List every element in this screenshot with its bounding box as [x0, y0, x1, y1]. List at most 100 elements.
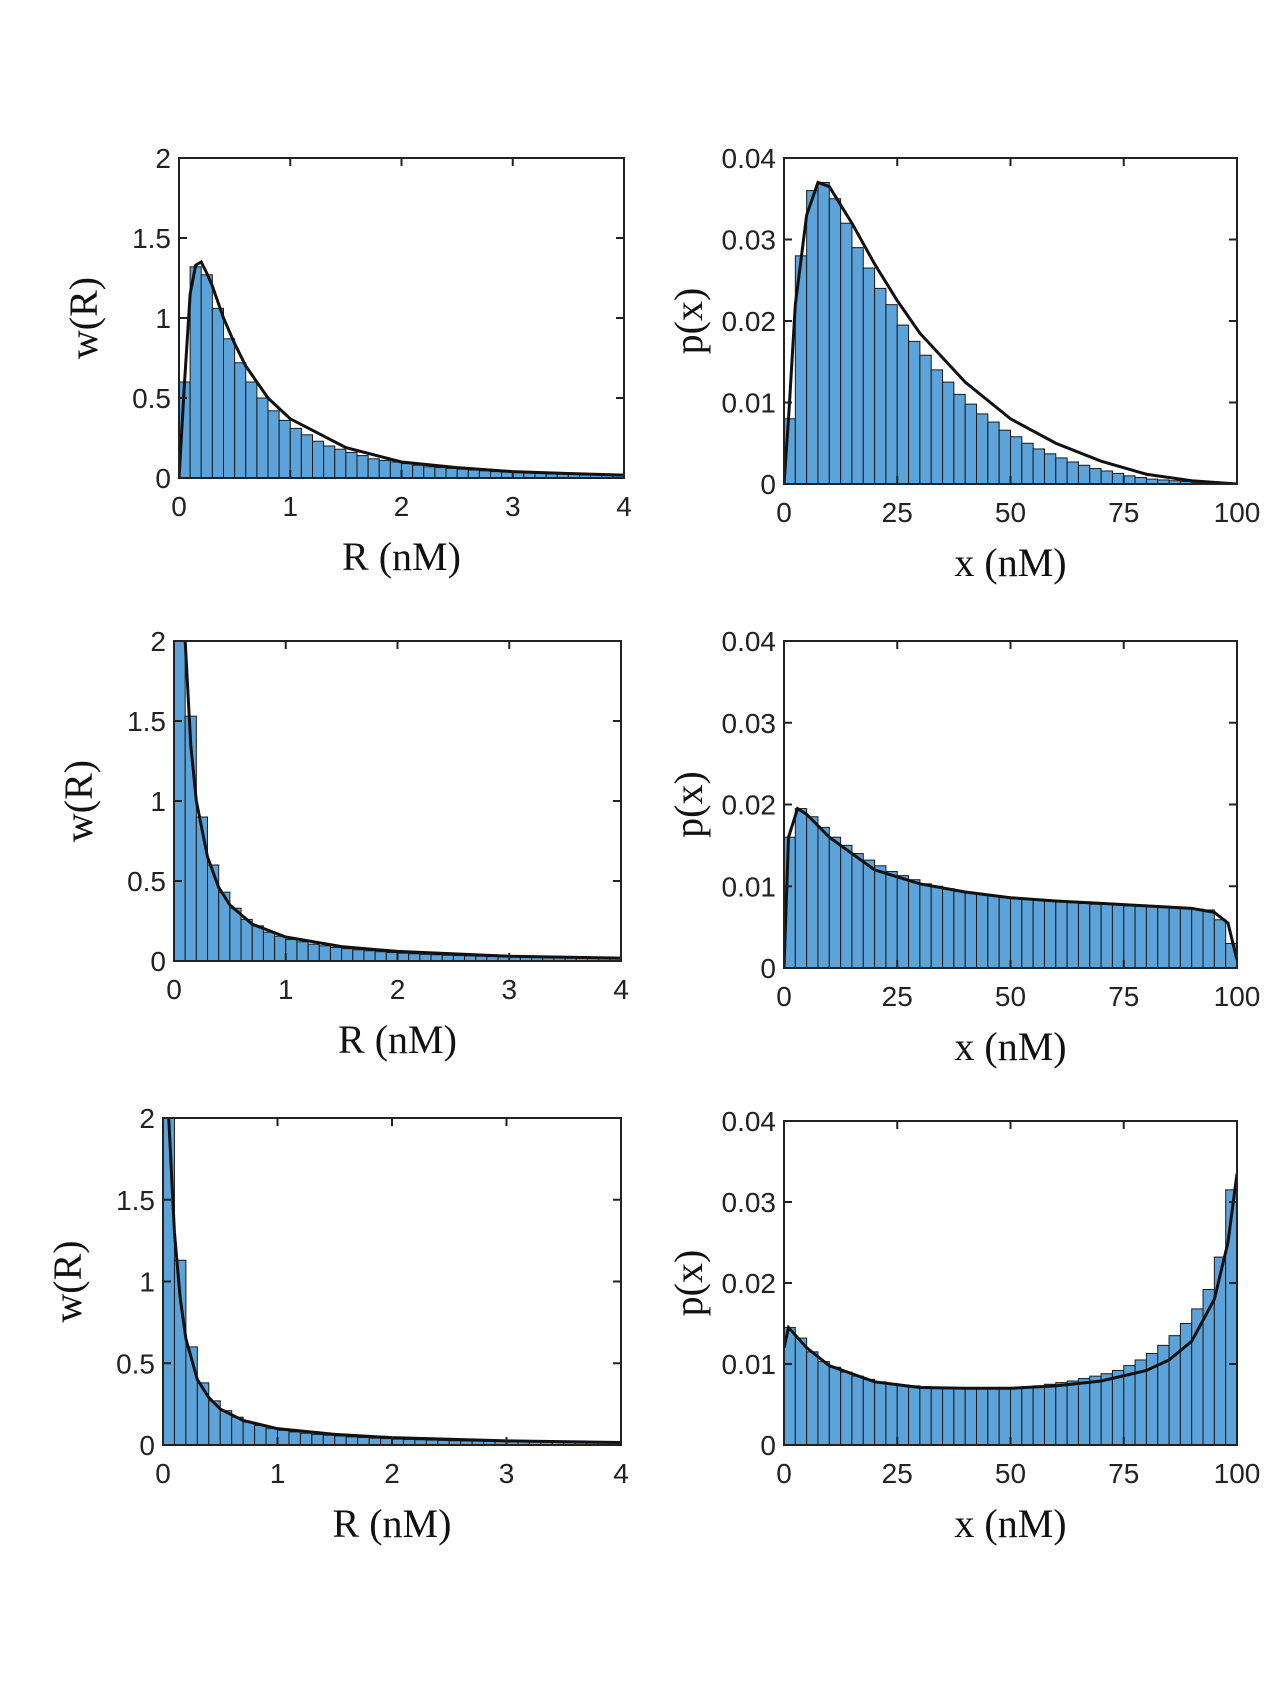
- bar: [318, 945, 331, 961]
- y-tick-label: 0.02: [722, 790, 777, 821]
- x-tick-label: 25: [882, 981, 913, 1012]
- x-tick-label: 75: [1108, 497, 1139, 528]
- bar: [942, 381, 955, 484]
- bar: [1168, 907, 1181, 968]
- x-tick-label: 50: [995, 981, 1026, 1012]
- bar: [998, 429, 1011, 484]
- x-tick-label: 3: [499, 1458, 515, 1489]
- y-tick-label: 0.04: [722, 1106, 777, 1137]
- bar: [1010, 1386, 1023, 1445]
- bar: [976, 1387, 989, 1445]
- x-tick-label: 0: [776, 497, 792, 528]
- bar: [345, 451, 358, 478]
- fit-curve: [784, 180, 1237, 484]
- bar: [1202, 909, 1215, 968]
- bar: [251, 925, 264, 961]
- bar: [874, 865, 887, 968]
- bar: [334, 448, 347, 478]
- fit-curve: [183, 641, 621, 960]
- y-tick-label: 0.5: [127, 866, 166, 897]
- x-tick-label: 1: [270, 1458, 286, 1489]
- y-tick-label: 0.02: [722, 1268, 777, 1299]
- x-tick-label: 1: [278, 974, 294, 1005]
- bar: [356, 455, 369, 478]
- bar: [1043, 453, 1057, 484]
- bar: [1021, 898, 1034, 968]
- bar: [987, 421, 1000, 484]
- bar: [896, 1384, 910, 1445]
- bar: [323, 445, 336, 478]
- bar: [862, 267, 876, 484]
- bar: [828, 836, 842, 968]
- bar: [434, 467, 447, 478]
- bar: [1010, 436, 1023, 484]
- bar: [456, 468, 469, 478]
- y-tick-label: 1.5: [127, 706, 166, 737]
- bar: [1066, 902, 1079, 968]
- bar: [885, 1382, 898, 1445]
- y-tick-label: 1.5: [116, 1185, 155, 1216]
- x-tick-label: 100: [1214, 497, 1261, 528]
- bar: [1032, 1385, 1045, 1445]
- bar: [862, 859, 876, 968]
- x-tick-label: 50: [995, 1458, 1026, 1489]
- bar: [274, 935, 287, 961]
- bar: [1055, 457, 1068, 484]
- y-tick-label: 1: [150, 786, 166, 817]
- y-tick-label: 0.01: [722, 1349, 777, 1380]
- bar: [1100, 903, 1113, 968]
- x-tick-label: 3: [501, 974, 517, 1005]
- bar: [964, 892, 978, 968]
- y-axis-label: p(x): [666, 1250, 711, 1317]
- bar: [1043, 900, 1057, 968]
- x-tick-label: 4: [616, 491, 632, 522]
- fit-curve: [784, 1173, 1237, 1390]
- bar: [189, 266, 202, 478]
- bar: [1157, 906, 1170, 968]
- bar: [219, 1410, 233, 1445]
- bar: [840, 222, 853, 484]
- x-axis-label: R (nM): [333, 1501, 452, 1546]
- x-axis-label: x (nM): [954, 1024, 1066, 1069]
- bar: [817, 1361, 830, 1445]
- y-tick-label: 0.02: [722, 306, 777, 337]
- bar: [262, 931, 276, 961]
- x-tick-label: 75: [1108, 981, 1139, 1012]
- bar: [919, 1386, 932, 1445]
- y-axis-label: w(R): [56, 760, 101, 842]
- y-tick-label: 1: [139, 1267, 155, 1298]
- y-axis-label: p(x): [666, 771, 711, 838]
- bar: [1179, 907, 1193, 968]
- bar: [1032, 448, 1045, 484]
- bar: [389, 461, 402, 478]
- bar: [357, 1436, 370, 1445]
- y-axis-label: w(R): [45, 1240, 90, 1322]
- bars: [784, 1173, 1237, 1445]
- bar: [397, 952, 410, 961]
- bar: [908, 340, 921, 484]
- bar: [200, 274, 213, 478]
- bar: [374, 951, 387, 961]
- bar: [1089, 1375, 1102, 1445]
- x-tick-label: 25: [882, 1458, 913, 1489]
- bar: [229, 907, 242, 961]
- bar: [408, 953, 421, 961]
- bar: [278, 419, 291, 478]
- bar: [942, 1386, 955, 1445]
- y-tick-label: 0.01: [722, 871, 777, 902]
- bar: [385, 952, 399, 961]
- bar: [1123, 905, 1136, 968]
- bar: [896, 324, 910, 484]
- bar: [942, 888, 955, 968]
- bar: [1123, 475, 1136, 484]
- bar: [930, 885, 944, 968]
- bar: [195, 816, 209, 961]
- fit-curve: [179, 259, 624, 478]
- bar: [265, 1428, 278, 1445]
- x-tick-label: 100: [1214, 981, 1261, 1012]
- bar: [1089, 903, 1102, 968]
- y-tick-label: 2: [139, 1103, 155, 1134]
- bar: [242, 1421, 256, 1445]
- bar: [378, 459, 391, 478]
- bar: [467, 469, 480, 478]
